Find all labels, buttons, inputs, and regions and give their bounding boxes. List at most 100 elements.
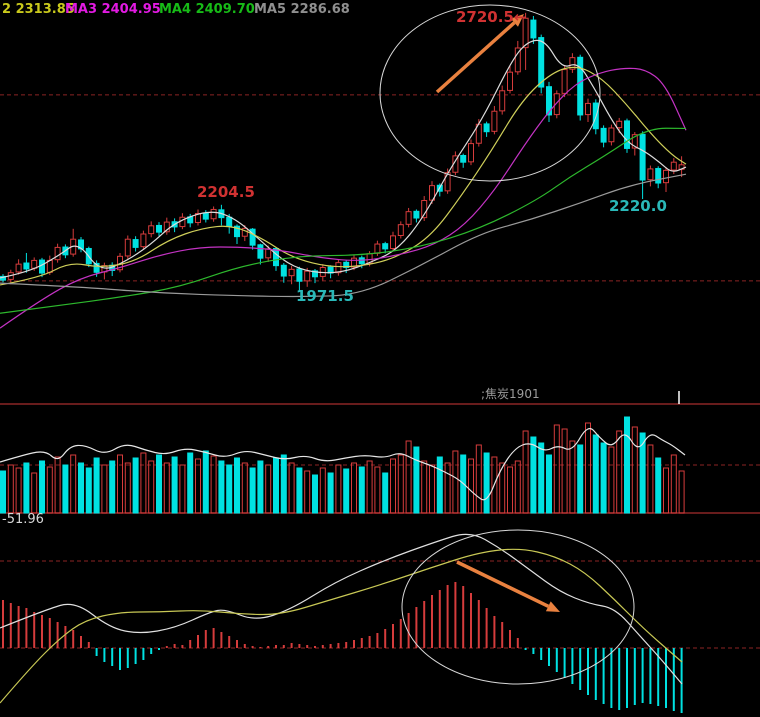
candle-body [670, 161, 677, 171]
ma2-readout: 2 2313.85 [2, 2, 75, 17]
volume-bar [631, 426, 638, 514]
volume-bar [23, 462, 30, 514]
volume-bar [15, 467, 22, 514]
candle-body [54, 246, 61, 261]
volume-bar [257, 460, 264, 514]
candle-body [374, 243, 381, 254]
volume-bar [288, 462, 295, 514]
candle-body [569, 57, 576, 70]
candle-body [647, 168, 654, 181]
candle-body [93, 262, 100, 273]
ma1-line [0, 39, 687, 279]
volume-bar [343, 468, 350, 514]
candle-body [429, 185, 435, 201]
candle-body [140, 233, 147, 248]
volume-bar [475, 444, 482, 514]
candle-body [382, 243, 389, 250]
volume-bar [678, 470, 685, 514]
candle-body [249, 228, 256, 246]
instrument-label: ;焦炭1901 [481, 387, 540, 401]
candle-body [405, 211, 412, 225]
candle-body [507, 71, 513, 91]
volume-bar [85, 467, 92, 514]
macd-panel [0, 533, 683, 713]
candle-body [195, 213, 201, 223]
volume-bar [280, 454, 287, 514]
volume-bar [226, 464, 233, 514]
annotation-arrow-shaft [435, 21, 516, 94]
macd-dea-line [0, 548, 683, 704]
candle-body [265, 248, 272, 259]
volume-bar [491, 456, 498, 514]
volume-bar [312, 474, 318, 514]
volume-bar [444, 462, 451, 514]
annotation-overlay [379, 4, 680, 685]
volume-bar [351, 462, 357, 514]
volume-bar [366, 460, 373, 514]
candle-body [421, 200, 428, 219]
volume-bar [241, 462, 248, 514]
grid-lines [0, 94, 760, 649]
candle-body [413, 210, 420, 219]
candle-body [15, 263, 22, 273]
candle-body [210, 208, 217, 220]
volume-bar [218, 460, 225, 514]
volume-bar [608, 446, 615, 514]
volume-bar [382, 472, 389, 514]
volume-bar [639, 432, 646, 514]
volume-bar [101, 464, 108, 514]
volume-ma-line [0, 428, 686, 501]
volume-bar [585, 422, 591, 514]
candle-body [163, 221, 170, 233]
candle-body [600, 127, 607, 143]
candle-body [577, 56, 584, 116]
annotation-ellipse [401, 529, 635, 685]
volume-bar [46, 466, 53, 514]
candle-body [585, 102, 591, 116]
candle-body [608, 127, 615, 143]
volume-bar [109, 460, 116, 514]
ma4-line [0, 127, 687, 314]
volume-bar [647, 444, 654, 514]
candle-body [663, 169, 669, 184]
volume-bar [663, 467, 669, 514]
volume-bar [117, 454, 123, 514]
candle-body [483, 123, 490, 133]
volume-bar [148, 460, 155, 514]
candle-body [460, 155, 467, 163]
candle-body [296, 268, 303, 282]
candle-body [351, 257, 357, 268]
candle-body [444, 172, 451, 192]
volume-bar [39, 460, 45, 514]
volume-bar [429, 464, 435, 514]
volume-bar [530, 436, 537, 514]
candle-body [31, 259, 38, 269]
swing-low-annotation: 1971.5 [296, 287, 354, 305]
volume-bar [163, 462, 170, 514]
volume-bar [171, 456, 178, 514]
volume-bar [319, 467, 326, 514]
volume-bar [0, 470, 6, 514]
candle-body [304, 270, 311, 282]
volume-bar [569, 440, 576, 514]
candle-body [343, 261, 350, 268]
volume-bar [195, 458, 201, 514]
volume-bar [624, 416, 630, 514]
volume-bar [140, 452, 147, 514]
candle-body [561, 69, 568, 94]
volume-bar [600, 442, 607, 514]
candle-body [546, 86, 552, 116]
candle-body [288, 268, 295, 277]
candle-body [335, 262, 342, 274]
main-price-panel [0, 12, 685, 292]
volume-bar [124, 462, 131, 514]
volume-panel [0, 416, 686, 514]
candle-body [273, 248, 279, 267]
candle-body [156, 224, 162, 233]
candle-body [257, 244, 264, 259]
candle-body [624, 120, 630, 149]
candle-body [530, 19, 537, 39]
volume-bar [62, 464, 69, 514]
